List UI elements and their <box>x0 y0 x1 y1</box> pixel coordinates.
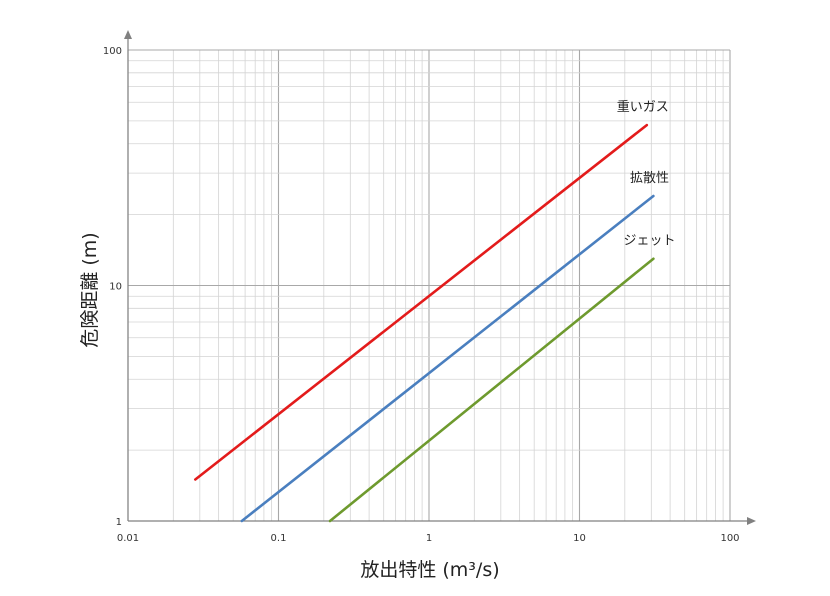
x-tick-labels: 0.01 0.1 1 10 100 <box>117 533 740 544</box>
x-tick-label: 10 <box>573 533 586 544</box>
series-line <box>240 194 655 523</box>
x-axis-arrow <box>747 517 756 525</box>
grid <box>127 49 731 522</box>
x-tick-label: 0.1 <box>271 533 287 544</box>
x-tick-label: 100 <box>720 533 739 544</box>
axes <box>124 30 756 525</box>
series-line <box>194 123 649 481</box>
series-lines <box>194 123 655 523</box>
y-tick-labels: 1 10 100 <box>103 46 122 528</box>
y-tick-label: 100 <box>103 46 122 57</box>
y-tick-label: 1 <box>116 517 122 528</box>
series-label: 重いガス <box>617 99 669 115</box>
x-tick-label: 1 <box>426 533 432 544</box>
series-label: 拡散性 <box>630 171 669 186</box>
x-tick-label: 0.01 <box>117 533 139 544</box>
y-axis-title: 危険距離 (m) <box>79 232 101 347</box>
x-axis-title: 放出特性 (m³/s) <box>360 559 499 581</box>
series-label: ジェット <box>623 234 675 249</box>
y-tick-label: 10 <box>109 282 122 293</box>
series-line <box>328 257 655 523</box>
y-axis-arrow <box>124 30 132 39</box>
